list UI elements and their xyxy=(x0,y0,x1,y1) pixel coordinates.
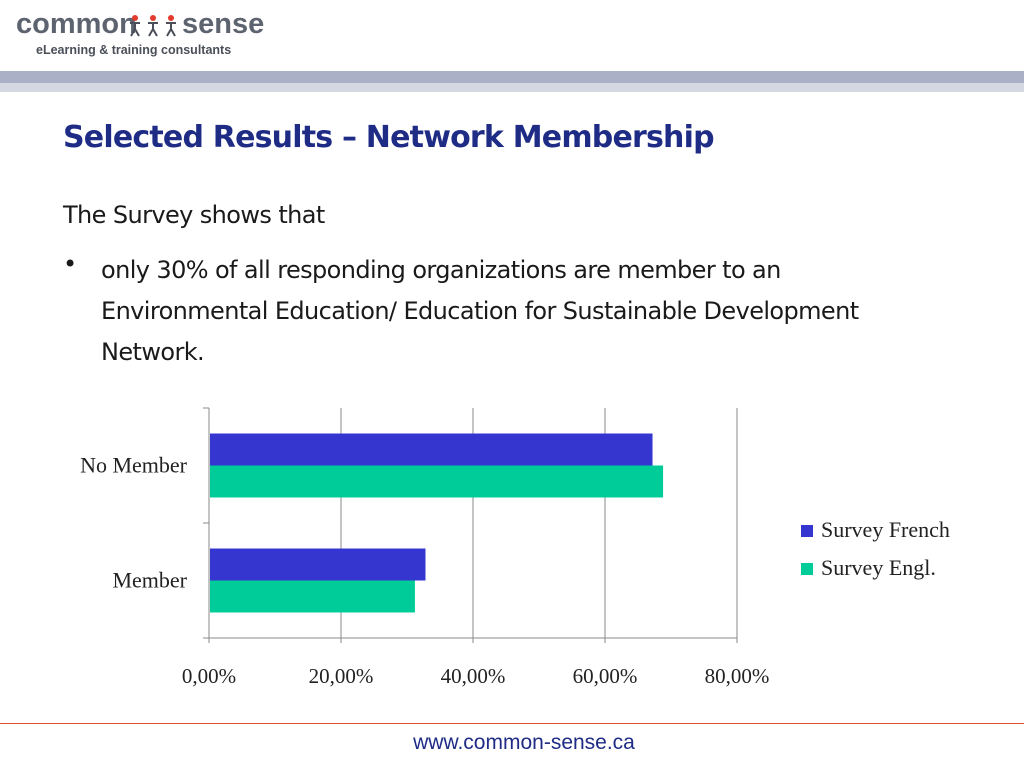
header-band xyxy=(0,71,1024,83)
membership-bar-chart: 0,00% 20,00% 40,00% 60,00% 80,00% No Member M… xyxy=(80,407,950,688)
header-band-light xyxy=(0,83,1024,92)
bullet-text: only 30% of all responding organizations… xyxy=(101,256,859,366)
slide-title: Selected Results – Network Membership xyxy=(63,120,715,155)
logo-word-right: sense xyxy=(182,8,264,40)
category-label: Member xyxy=(112,568,187,593)
category-label: No Member xyxy=(80,453,188,478)
x-tick-label: 80,00% xyxy=(705,664,770,688)
footer-url: www.common-sense.ca xyxy=(413,731,635,754)
x-tick-label: 60,00% xyxy=(573,664,638,688)
x-tick-label: 20,00% xyxy=(309,664,374,688)
company-logo: common sense eLearning & training consul… xyxy=(16,8,264,57)
footer-rule xyxy=(0,723,1024,724)
legend-label: Survey French xyxy=(821,517,950,542)
bar-survey-engl-member xyxy=(210,580,415,613)
bar-survey-engl-no-member xyxy=(210,465,664,498)
chart-legend: Survey French Survey Engl. xyxy=(801,517,950,580)
chart-bars xyxy=(210,433,664,613)
chart-category-labels: No Member Member xyxy=(80,453,188,593)
chart-axes xyxy=(203,407,738,643)
legend-swatch xyxy=(801,525,813,537)
logo-tagline: eLearning & training consultants xyxy=(36,43,231,57)
people-figures-icon xyxy=(130,15,176,37)
bar-survey-french-member xyxy=(210,548,426,581)
legend-label: Survey Engl. xyxy=(821,555,936,580)
bullet-dot-icon: • xyxy=(63,250,78,278)
intro-text: The Survey shows that xyxy=(63,201,325,229)
x-tick-label: 40,00% xyxy=(441,664,506,688)
bar-survey-french-no-member xyxy=(210,433,653,466)
logo-word-left: common xyxy=(16,8,137,40)
legend-swatch xyxy=(801,563,813,575)
chart-tick-labels: 0,00% 20,00% 40,00% 60,00% 80,00% xyxy=(182,664,770,688)
x-tick-label: 0,00% xyxy=(182,664,236,688)
